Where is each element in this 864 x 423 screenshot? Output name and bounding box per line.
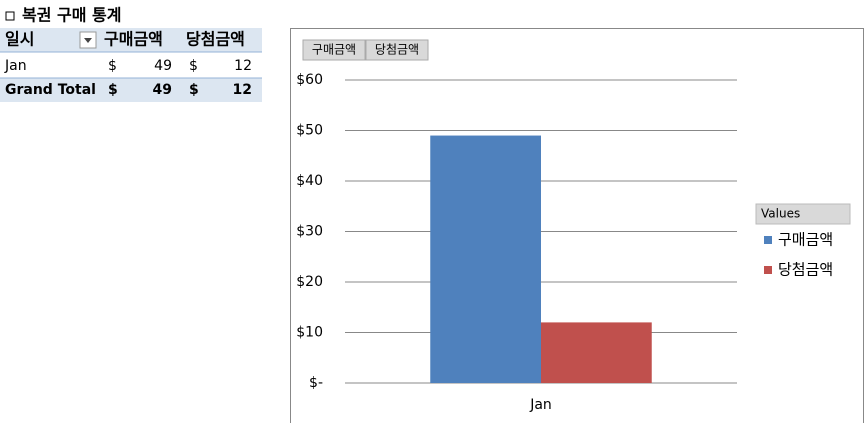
column-header: 구매금액 bbox=[104, 30, 163, 49]
y-tick-label: $60 bbox=[296, 72, 323, 88]
cell: 49 bbox=[153, 82, 172, 98]
x-tick-label: Jan bbox=[529, 397, 552, 413]
y-tick-label: $20 bbox=[296, 274, 323, 290]
cell: Grand Total bbox=[5, 82, 96, 98]
y-tick-label: $- bbox=[309, 375, 323, 391]
y-tick-label: $40 bbox=[296, 173, 323, 189]
field-button-label: 구매금액 bbox=[312, 43, 356, 57]
y-tick-label: $30 bbox=[296, 224, 323, 240]
cell: 49 bbox=[154, 58, 172, 74]
cell: 12 bbox=[234, 58, 252, 74]
legend-header bbox=[755, 203, 851, 225]
cell: Jan bbox=[4, 58, 27, 74]
field-button-label: 당첨금액 bbox=[375, 43, 419, 57]
bar bbox=[430, 135, 541, 383]
legend-swatch bbox=[764, 266, 772, 274]
column-header: 당첨금액 bbox=[186, 30, 245, 49]
legend-title: Values bbox=[761, 207, 800, 221]
field-button[interactable] bbox=[365, 39, 429, 61]
cell: 12 bbox=[233, 82, 252, 98]
cell: $ bbox=[108, 82, 118, 98]
title-icon bbox=[5, 11, 15, 21]
cell: $ bbox=[108, 58, 117, 74]
filter-arrow bbox=[84, 38, 92, 43]
legend-swatch bbox=[764, 236, 772, 244]
header-row bbox=[0, 28, 262, 52]
y-tick-label: $50 bbox=[296, 123, 323, 139]
page-title: 복권 구매 통계 bbox=[22, 6, 121, 25]
column-header: 일시 bbox=[5, 30, 34, 49]
legend-label: 구매금액 bbox=[778, 231, 833, 249]
cell: $ bbox=[189, 82, 199, 98]
total-row bbox=[0, 78, 262, 102]
legend-label: 당첨금액 bbox=[778, 261, 833, 279]
field-button[interactable] bbox=[302, 39, 366, 61]
cell: $ bbox=[189, 58, 198, 74]
y-tick-label: $10 bbox=[296, 325, 323, 341]
bar bbox=[541, 322, 652, 383]
